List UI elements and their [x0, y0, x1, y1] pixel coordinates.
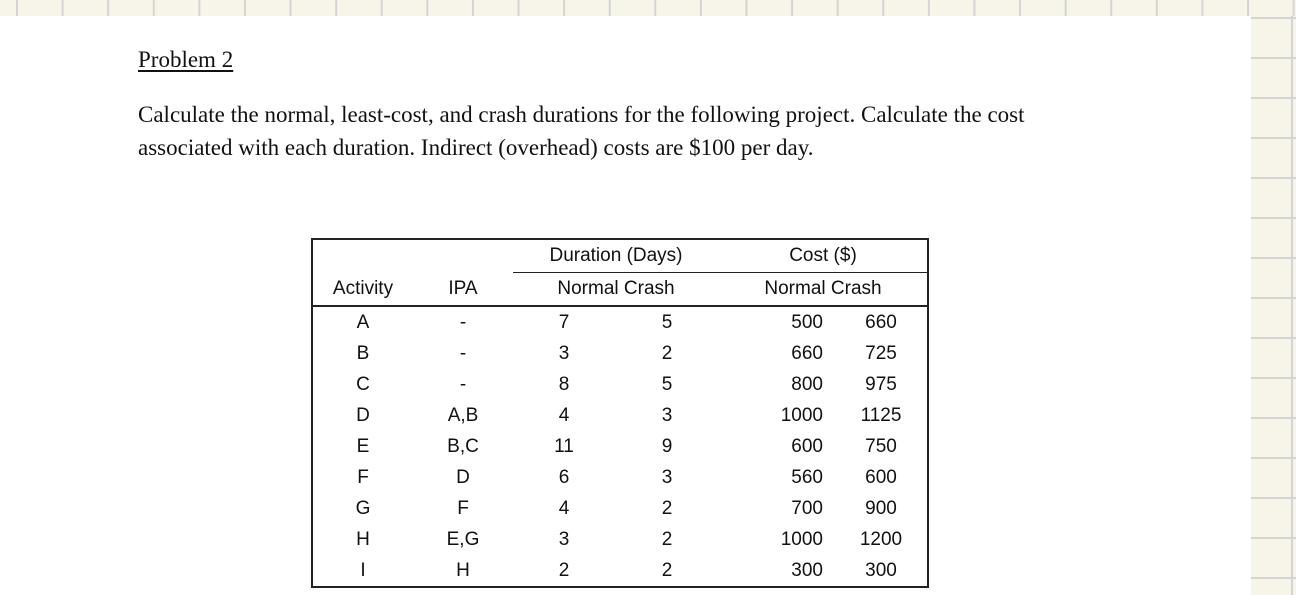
- ipa-cell: -: [459, 373, 467, 395]
- table-row: A - 7 5 500 660: [313, 306, 927, 338]
- cost-crash-cell: 750: [865, 435, 897, 457]
- problem-statement-line-2: associated with each duration. Indirect …: [138, 135, 814, 160]
- table-row: I H 2 2 300 300: [313, 555, 927, 586]
- cost-crash-cell: 1200: [859, 528, 903, 550]
- activity-cell: A: [356, 311, 370, 333]
- ipa-header: IPA: [413, 272, 513, 307]
- cost-normal-cell: 1000: [780, 404, 823, 426]
- activity-cell: I: [360, 559, 366, 581]
- duration-normal-cell: 8: [558, 373, 570, 395]
- activity-cell: F: [357, 466, 369, 488]
- activity-cell: C: [356, 373, 370, 395]
- duration-crash-cell: 5: [661, 373, 673, 395]
- duration-normal-cell: 4: [558, 497, 570, 519]
- duration-crash-cell: 2: [661, 559, 673, 581]
- activity-cell: G: [355, 497, 371, 519]
- duration-crash-cell: 2: [661, 497, 673, 519]
- cost-crash-cell: 600: [865, 466, 897, 488]
- duration-crash-cell: 2: [661, 528, 673, 550]
- duration-crash-cell: 3: [661, 404, 673, 426]
- duration-normal-cell: 4: [558, 404, 570, 426]
- blank-header-cell: [313, 240, 413, 273]
- activity-cell: D: [356, 404, 370, 426]
- cost-crash-cell: 300: [865, 559, 897, 581]
- cost-crash-cell: 975: [865, 373, 897, 395]
- table-row: G F 4 2 700 900: [313, 493, 927, 524]
- duration-normal-crash-header: Normal Crash: [513, 272, 719, 307]
- cost-normal-crash-header: Normal Crash: [719, 272, 927, 307]
- cost-crash-cell: 725: [865, 342, 897, 364]
- duration-normal-cell: 11: [554, 435, 574, 457]
- table-row: H E,G 3 2 1000 1200: [313, 524, 927, 555]
- table-row: C - 8 5 800 975: [313, 369, 927, 400]
- cost-normal-cell: 500: [791, 311, 823, 333]
- activity-header: Activity: [313, 272, 413, 307]
- table-row: F D 6 3 560 600: [313, 462, 927, 493]
- ipa-cell: -: [459, 311, 467, 333]
- cost-crash-cell: 900: [865, 497, 897, 519]
- cost-normal-cell: 800: [791, 373, 823, 395]
- table-row: E B,C 11 9 600 750: [313, 431, 927, 462]
- duration-normal-cell: 3: [558, 528, 570, 550]
- cost-normal-cell: 560: [791, 466, 823, 488]
- cost-normal-cell: 1000: [780, 528, 823, 550]
- table-row: D A,B 4 3 1000 1125: [313, 400, 927, 431]
- duration-normal-cell: 2: [558, 559, 570, 581]
- cost-crash-cell: 660: [865, 311, 897, 333]
- ipa-cell: B,C: [447, 435, 479, 457]
- activity-table: Duration (Days) Cost ($) Activity IPA No…: [313, 240, 927, 586]
- duration-group-header: Duration (Days): [513, 240, 719, 273]
- activity-cell: E: [356, 435, 370, 457]
- cost-crash-cell: 1125: [860, 404, 902, 426]
- ipa-cell: -: [459, 342, 467, 364]
- ipa-cell: E,G: [446, 528, 480, 550]
- duration-crash-cell: 9: [661, 435, 673, 457]
- group-header-row: Duration (Days) Cost ($): [313, 240, 927, 273]
- cost-normal-cell: 700: [791, 497, 823, 519]
- cost-normal-cell: 300: [791, 559, 823, 581]
- ipa-cell: A,B: [447, 404, 479, 426]
- activity-table-container: Duration (Days) Cost ($) Activity IPA No…: [311, 238, 929, 588]
- ipa-cell: F: [457, 497, 469, 519]
- blank-header-cell: [413, 240, 513, 273]
- problem-statement: Calculate the normal, least-cost, and cr…: [138, 98, 1138, 164]
- cost-normal-cell: 600: [791, 435, 823, 457]
- ipa-cell: D: [456, 466, 470, 488]
- duration-normal-cell: 7: [558, 311, 570, 333]
- problem-title: Problem 2: [138, 47, 234, 72]
- column-header-row: Activity IPA Normal Crash Normal Crash: [313, 272, 927, 307]
- table-row: B - 3 2 660 725: [313, 338, 927, 369]
- duration-crash-cell: 2: [661, 342, 673, 364]
- duration-normal-cell: 6: [558, 466, 570, 488]
- problem-statement-line-1: Calculate the normal, least-cost, and cr…: [138, 102, 1025, 127]
- cost-normal-cell: 660: [791, 342, 823, 364]
- duration-crash-cell: 3: [661, 466, 673, 488]
- duration-crash-cell: 5: [661, 311, 673, 333]
- spreadsheet-grid-right: [1251, 16, 1296, 595]
- cost-group-header: Cost ($): [719, 240, 927, 273]
- duration-normal-cell: 3: [558, 342, 570, 364]
- activity-cell: B: [356, 342, 370, 364]
- activity-cell: H: [356, 528, 370, 550]
- ipa-cell: H: [456, 559, 470, 581]
